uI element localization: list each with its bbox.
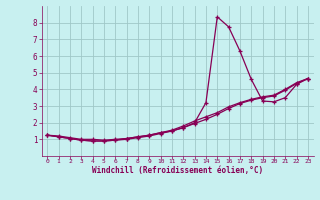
X-axis label: Windchill (Refroidissement éolien,°C): Windchill (Refroidissement éolien,°C) xyxy=(92,166,263,175)
